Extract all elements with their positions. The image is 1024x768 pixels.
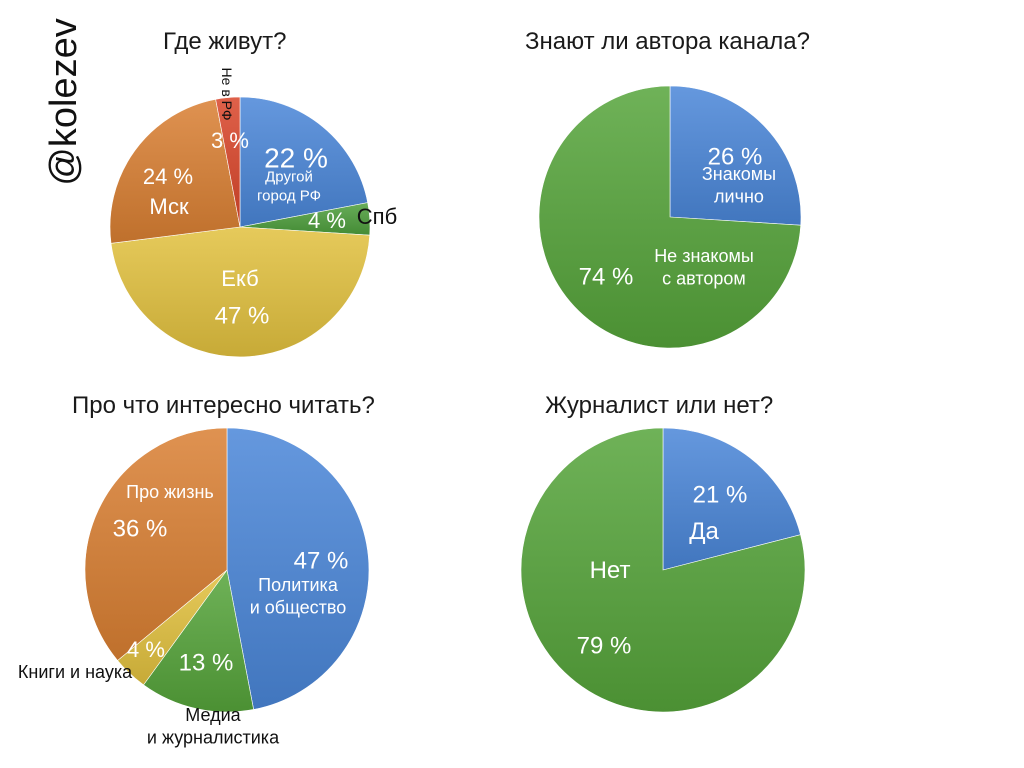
- slice-percent-label: 3 %: [211, 128, 249, 153]
- slice-name-label: Не в РФ: [219, 68, 235, 121]
- slice-name-label: Мск: [149, 194, 189, 219]
- slice-percent-label: 24 %: [143, 164, 193, 189]
- slice-name-label: Нет: [590, 557, 631, 584]
- slice-name-label: Знакомы лично: [702, 164, 776, 207]
- pie-chart-1: 22 %Другой город РФ 4 % Спб 47 % Екб 24 % Мск 3 …: [109, 68, 397, 358]
- slice-percent-label: 74 %: [579, 263, 634, 290]
- pie-slice-мск: [109, 98, 241, 244]
- slice-name-label: Екб: [221, 266, 258, 291]
- chart-4-title: Журналист или нет?: [545, 392, 774, 419]
- pie-chart-3: 47 %Политика и общество 13 % Медиа и журнали…: [18, 427, 370, 748]
- chart-1-title: Где живут?: [163, 28, 287, 55]
- pie-slice-нет: [520, 427, 806, 713]
- pie-slice-не-в-рф: [215, 96, 241, 228]
- pie-slice-про-жизнь: [84, 427, 228, 661]
- slice-name-label: Другой город РФ: [257, 169, 321, 205]
- chart-3-title: Про что интересно читать?: [72, 392, 375, 419]
- slice-name-label: Медиа и журналистика: [147, 705, 280, 748]
- slice-percent-label: 21 %: [693, 481, 748, 508]
- slice-name-label: Про жизнь: [126, 482, 214, 502]
- pie-slice-знакомы-лично: [669, 85, 802, 226]
- slice-name-label: Спб: [357, 204, 397, 229]
- slice-percent-label: 26 %: [708, 143, 763, 170]
- pie-slice-политика-и-общество: [226, 427, 370, 710]
- slice-name-label: Книги и наука: [18, 662, 133, 682]
- slice-percent-label: 79 %: [577, 632, 632, 659]
- slice-name-label: Политика и общество: [250, 575, 347, 618]
- chart-2-title: Знают ли автора канала?: [525, 28, 810, 55]
- pie-slice-другой-город-рф: [239, 96, 369, 228]
- slice-percent-label: 4 %: [308, 208, 346, 233]
- slice-percent-label: 47 %: [215, 302, 270, 329]
- pie-slice-да: [662, 427, 801, 571]
- slice-percent-label: 47 %: [294, 547, 349, 574]
- slice-name-label: Не знакомы с автором: [654, 246, 754, 289]
- slice-percent-label: 13 %: [179, 649, 234, 676]
- pie-slice-не-знакомы-с-автором: [538, 85, 802, 349]
- slice-percent-label: 22 %: [264, 142, 328, 173]
- pie-slice-екб: [110, 226, 371, 358]
- slice-percent-label: 4 %: [127, 637, 165, 662]
- slice-percent-label: 36 %: [113, 515, 168, 542]
- pie-chart-2: 26 %Знакомы лично 74 % Не знакомы с автором: [538, 85, 802, 349]
- pie-slice-медиа-и-журналистика: [143, 569, 254, 713]
- slice-name-label: Да: [689, 518, 719, 545]
- pie-chart-4: 21 % Да 79 % Нет: [520, 427, 806, 713]
